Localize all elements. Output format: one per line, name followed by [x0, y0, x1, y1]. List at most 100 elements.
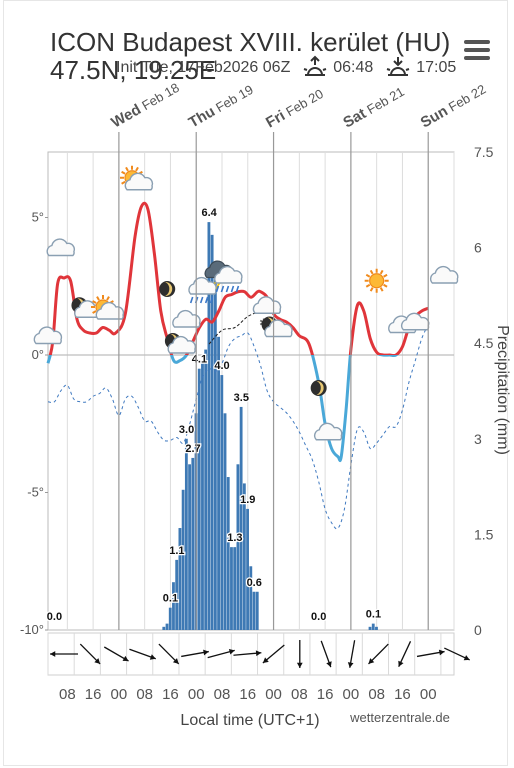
wind-arrow-head [398, 660, 404, 667]
moon-partly-cloudy-icon [164, 333, 196, 354]
precipitation-bars [162, 222, 378, 630]
precip-bar [172, 582, 175, 630]
precip-bar [239, 406, 243, 630]
precip-bar [188, 464, 191, 630]
cloud-icon [314, 422, 343, 441]
sun-ray [369, 269, 374, 275]
precip-bar [223, 413, 227, 630]
day-label: Thu Feb 19 [186, 81, 257, 132]
moon-icon [159, 281, 176, 297]
precip-value-label: 2.7 [185, 443, 200, 455]
wind-arrow [398, 641, 412, 667]
wind-arrow [368, 643, 389, 665]
wind-arrow-head [368, 658, 375, 664]
precip-value-label: 1.9 [240, 494, 255, 506]
day-label-date: Feb 18 [136, 80, 182, 115]
x-tick-label: 08 [136, 686, 153, 703]
rain-drop [199, 296, 204, 304]
y-left-tick-label: -5° [27, 485, 44, 500]
cloud-shape [33, 326, 63, 345]
wind-arrow [262, 644, 285, 664]
wind-arrow [79, 643, 101, 665]
day-label: Sun Feb 22 [418, 81, 489, 132]
sun-ray [369, 287, 374, 292]
x-tick-label: 08 [368, 686, 385, 703]
rain-cloud-icon [188, 276, 217, 304]
precip-bar [252, 591, 256, 630]
cloud-shape [264, 319, 293, 338]
x-tick-label: 00 [111, 686, 128, 703]
sunrise-time: 06:48 [333, 59, 374, 76]
day-label-date: Feb 19 [210, 82, 256, 117]
precip-value-label: 0.1 [366, 609, 381, 621]
wind-arrow [103, 646, 129, 662]
temperature-line-cold [46, 355, 399, 463]
wind-arrow [320, 640, 332, 668]
wind-arrow [158, 643, 180, 665]
x-tick-label: 00 [188, 686, 205, 703]
init-subtitle: Init Tue, 17Feb2026 06Z 06:48 17:05 [116, 55, 456, 77]
chart-title: ICON Budapest XVIII. kerület (HU) 47.5N,… [50, 27, 451, 85]
rain-drop [230, 285, 235, 293]
sun-ray [125, 166, 129, 172]
precip-bar [255, 591, 259, 630]
wind-arrow-head [326, 661, 332, 668]
precip-bar [226, 477, 230, 630]
moon-disc [310, 380, 327, 396]
day-label: Sat Feb 21 [340, 83, 407, 131]
cloud-shape [430, 265, 459, 284]
moon-crescent [316, 381, 324, 395]
hamburger-menu-icon[interactable] [464, 40, 490, 62]
x-tick-label: 00 [265, 686, 282, 703]
day-label-date: Feb 22 [443, 81, 489, 116]
precip-bar [165, 623, 169, 630]
precip-bar [233, 547, 237, 630]
precip-bar [217, 336, 220, 630]
sun-ray [92, 300, 97, 304]
day-label: Fri Feb 20 [263, 85, 326, 131]
wind-arrow [129, 648, 156, 660]
wind-arrow-head [172, 658, 179, 664]
precip-bar [178, 528, 182, 630]
precip-bar [236, 464, 240, 630]
sun-ray [135, 166, 139, 172]
precip-value-label: 0.6 [247, 577, 262, 589]
y-right-tick-label: 6 [474, 240, 482, 256]
precip-bar [207, 222, 211, 630]
rain-drop [215, 285, 220, 293]
wind-arrow [296, 640, 303, 668]
x-tick-label: 08 [214, 686, 231, 703]
precip-value-label: 6.4 [201, 207, 217, 219]
day-label-date: Feb 21 [361, 84, 407, 119]
x-tick-label: 16 [317, 686, 334, 703]
rain-drop [220, 285, 225, 293]
precip-bar [242, 483, 246, 630]
wind-arrow [444, 647, 470, 661]
sun-ray [383, 283, 388, 288]
sun-icon [364, 268, 389, 293]
sun-ray [379, 287, 384, 292]
precip-bar [246, 508, 249, 630]
precip-value-label: 1.1 [169, 545, 184, 557]
precip-bar [230, 547, 233, 630]
precip-bar [204, 349, 208, 630]
sun-partly-cloudy-icon [91, 295, 125, 320]
cloud-shape [252, 296, 282, 314]
rain-drop [189, 296, 194, 304]
wind-arrow-head [228, 648, 235, 655]
sun-ray [365, 283, 371, 288]
precip-bar [191, 457, 195, 630]
precip-value-label: 0.0 [47, 611, 62, 623]
y-right-tick-label: 3 [474, 431, 482, 447]
precip-bar [375, 626, 378, 630]
x-tick-label: 16 [162, 686, 179, 703]
x-tick-label: 00 [420, 686, 437, 703]
wind-arrow-head [255, 650, 262, 657]
precip-bar [162, 626, 166, 630]
temperature-lines [46, 201, 429, 530]
wind-arrow [416, 649, 445, 658]
cloud-icon [430, 265, 459, 284]
cloud-shape [95, 301, 125, 320]
x-tick-label: 08 [291, 686, 308, 703]
